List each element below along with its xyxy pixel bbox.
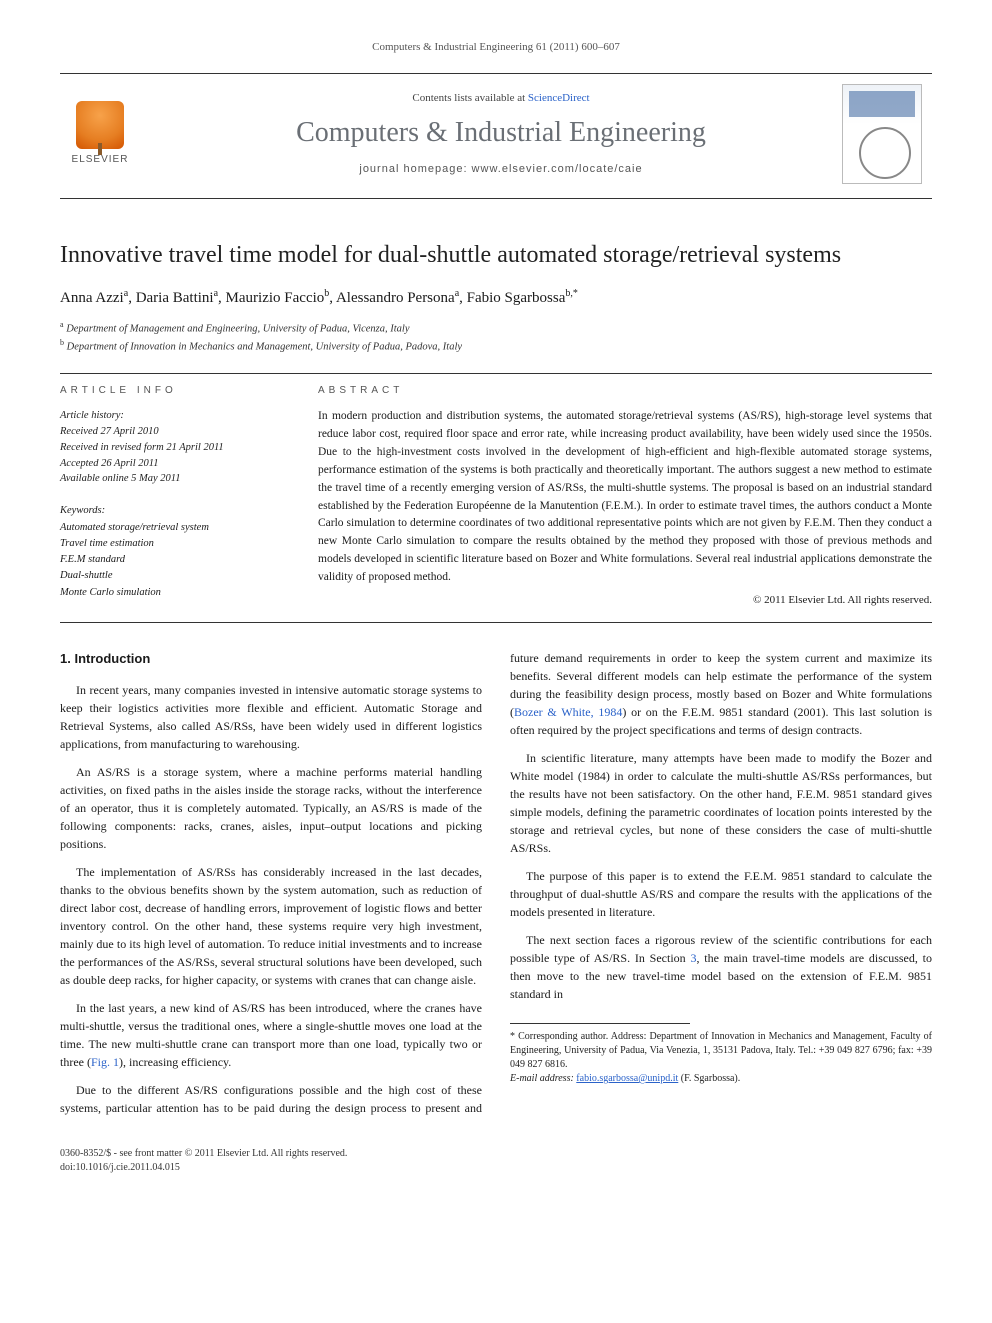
author-2: Daria Battini bbox=[136, 290, 214, 306]
email-author: (F. Sgarbossa). bbox=[681, 1073, 740, 1084]
divider-2 bbox=[60, 622, 932, 623]
author-5: Fabio Sgarbossa bbox=[467, 290, 566, 306]
keyword-5: Monte Carlo simulation bbox=[60, 585, 290, 601]
affiliation-b: b Department of Innovation in Mechanics … bbox=[60, 337, 932, 355]
author-3: Maurizio Faccio bbox=[226, 290, 325, 306]
affiliation-a: a Department of Management and Engineeri… bbox=[60, 319, 932, 337]
doi-line: doi:10.1016/j.cie.2011.04.015 bbox=[60, 1161, 347, 1175]
keyword-3: F.E.M standard bbox=[60, 552, 290, 568]
history-revised: Received in revised form 21 April 2011 bbox=[60, 440, 290, 456]
sciencedirect-link[interactable]: ScienceDirect bbox=[528, 92, 590, 104]
keyword-2: Travel time estimation bbox=[60, 536, 290, 552]
contents-line: Contents lists available at ScienceDirec… bbox=[170, 91, 832, 106]
section-1-heading: 1. Introduction bbox=[60, 649, 482, 669]
author-4-affil: a bbox=[455, 288, 459, 299]
masthead: ELSEVIER Contents lists available at Sci… bbox=[60, 73, 932, 199]
author-1: Anna Azzi bbox=[60, 290, 124, 306]
contents-prefix: Contents lists available at bbox=[412, 92, 527, 104]
footnotes: * Corresponding author. Address: Departm… bbox=[510, 1030, 932, 1086]
abstract-copyright: © 2011 Elsevier Ltd. All rights reserved… bbox=[318, 593, 932, 608]
affiliations: a Department of Management and Engineeri… bbox=[60, 319, 932, 356]
email-footnote: E-mail address: fabio.sgarbossa@unipd.it… bbox=[510, 1072, 932, 1086]
keywords-block: Keywords: Automated storage/retrieval sy… bbox=[60, 503, 290, 601]
front-matter-line: 0360-8352/$ - see front matter © 2011 El… bbox=[60, 1147, 347, 1161]
journal-cover-thumbnail bbox=[842, 84, 922, 184]
para-2: An AS/RS is a storage system, where a ma… bbox=[60, 763, 482, 853]
corresponding-text: Corresponding author. Address: Departmen… bbox=[510, 1031, 932, 1070]
history-label: Article history: bbox=[60, 408, 290, 424]
history-received: Received 27 April 2010 bbox=[60, 424, 290, 440]
bottom-bar: 0360-8352/$ - see front matter © 2011 El… bbox=[60, 1141, 932, 1175]
author-2-affil: a bbox=[214, 288, 218, 299]
divider-1 bbox=[60, 373, 932, 374]
article-history: Article history: Received 27 April 2010 … bbox=[60, 408, 290, 487]
citation-line: Computers & Industrial Engineering 61 (2… bbox=[60, 40, 932, 55]
affil-text-b: Department of Innovation in Mechanics an… bbox=[67, 342, 462, 353]
elsevier-tree-icon bbox=[76, 101, 124, 149]
body-two-column: 1. Introduction In recent years, many co… bbox=[60, 649, 932, 1117]
fig1-ref[interactable]: Fig. 1 bbox=[91, 1055, 119, 1069]
publisher-logo: ELSEVIER bbox=[60, 94, 140, 174]
keyword-4: Dual-shuttle bbox=[60, 568, 290, 584]
affil-text-a: Department of Management and Engineering… bbox=[66, 323, 409, 334]
abstract-col: ABSTRACT In modern production and distri… bbox=[318, 384, 932, 608]
journal-homepage: journal homepage: www.elsevier.com/locat… bbox=[170, 162, 832, 177]
para-6: In scientific literature, many attempts … bbox=[510, 749, 932, 857]
footnote-star-icon: * bbox=[510, 1031, 515, 1042]
corresponding-star-icon: ,* bbox=[570, 288, 578, 299]
article-info-col: ARTICLE INFO Article history: Received 2… bbox=[60, 384, 290, 608]
email-link[interactable]: fabio.sgarbossa@unipd.it bbox=[576, 1073, 678, 1084]
corresponding-footnote: * Corresponding author. Address: Departm… bbox=[510, 1030, 932, 1072]
para-7: The purpose of this paper is to extend t… bbox=[510, 867, 932, 921]
journal-title: Computers & Industrial Engineering bbox=[170, 113, 832, 152]
abstract-text: In modern production and distribution sy… bbox=[318, 408, 932, 586]
email-label: E-mail address: bbox=[510, 1073, 574, 1084]
history-accepted: Accepted 26 April 2011 bbox=[60, 456, 290, 472]
keywords-label: Keywords: bbox=[60, 503, 290, 519]
article-info-label: ARTICLE INFO bbox=[60, 384, 290, 398]
authors-line: Anna Azzia, Daria Battinia, Maurizio Fac… bbox=[60, 287, 932, 309]
para-3: The implementation of AS/RSs has conside… bbox=[60, 863, 482, 989]
bozer-white-ref[interactable]: Bozer & White, 1984 bbox=[514, 705, 622, 719]
para-1: In recent years, many companies invested… bbox=[60, 681, 482, 753]
footnote-rule bbox=[510, 1023, 690, 1024]
affil-key-a: a bbox=[60, 320, 64, 329]
history-online: Available online 5 May 2011 bbox=[60, 471, 290, 487]
author-1-affil: a bbox=[124, 288, 128, 299]
publisher-logo-text: ELSEVIER bbox=[72, 153, 129, 167]
article-title: Innovative travel time model for dual-sh… bbox=[60, 239, 932, 273]
affil-key-b: b bbox=[60, 338, 64, 347]
para-4: In the last years, a new kind of AS/RS h… bbox=[60, 999, 482, 1071]
author-4: Alessandro Persona bbox=[336, 290, 455, 306]
section3-ref[interactable]: 3 bbox=[690, 951, 696, 965]
bottom-left: 0360-8352/$ - see front matter © 2011 El… bbox=[60, 1147, 347, 1175]
abstract-label: ABSTRACT bbox=[318, 384, 932, 398]
para-8: The next section faces a rigorous review… bbox=[510, 931, 932, 1003]
author-3-affil: b bbox=[324, 288, 329, 299]
keyword-1: Automated storage/retrieval system bbox=[60, 520, 290, 536]
